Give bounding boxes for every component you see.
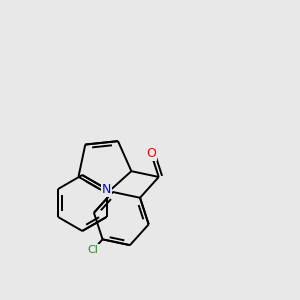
Text: O: O xyxy=(146,146,156,160)
Text: N: N xyxy=(102,182,111,196)
Text: Cl: Cl xyxy=(88,245,99,255)
